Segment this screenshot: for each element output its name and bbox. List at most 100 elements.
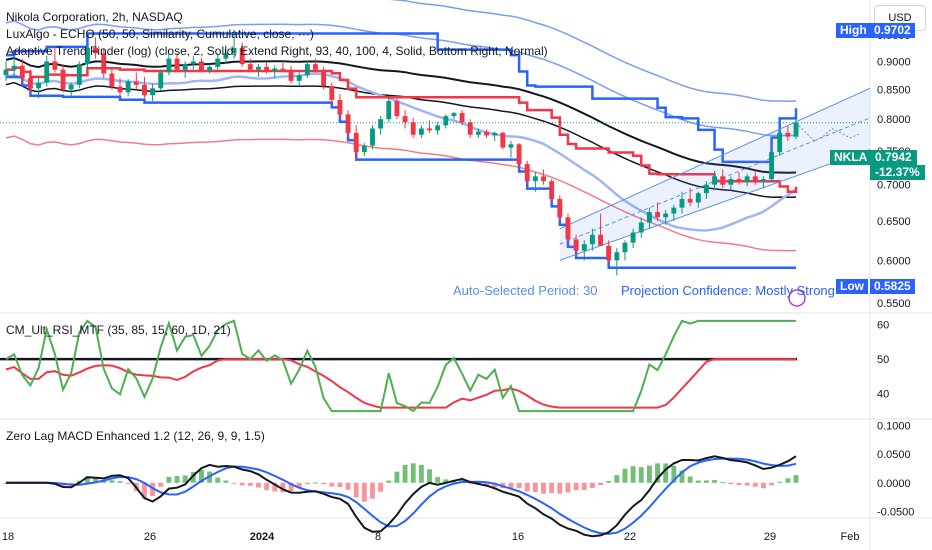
macd-histogram-bar	[402, 464, 408, 483]
macd-histogram-bar	[663, 463, 669, 483]
time-tick-label: Feb	[841, 531, 860, 543]
macd-histogram-bar	[370, 482, 375, 499]
macd-histogram-bar	[337, 482, 343, 488]
candle-body	[19, 65, 25, 79]
macd-histogram-bar	[606, 481, 612, 483]
candle-body	[313, 64, 318, 70]
candle-body	[11, 65, 17, 70]
macd-histogram-bar	[435, 477, 441, 483]
candle-body	[557, 198, 563, 218]
candle-body	[760, 179, 766, 182]
macd-histogram-bar	[142, 482, 147, 498]
candle-body	[223, 53, 229, 59]
macd-histogram-bar	[125, 482, 131, 484]
macd-histogram-bar	[182, 475, 188, 483]
macd-histogram-bar	[720, 482, 726, 484]
macd-histogram-bar	[231, 482, 237, 484]
currency-button[interactable]: USD	[874, 5, 926, 31]
candle-body	[573, 239, 579, 251]
macd-histogram-bar	[728, 482, 734, 485]
candle-body	[329, 85, 335, 100]
candle-body	[475, 131, 481, 135]
candle-body	[728, 179, 734, 185]
macd-histogram-bar	[785, 478, 791, 483]
projection-icon	[788, 289, 806, 307]
candle-body	[386, 101, 392, 120]
candle-body	[598, 234, 603, 246]
macd-histogram-bar	[418, 465, 424, 483]
macd-histogram-bar	[793, 475, 799, 483]
macd-histogram-bar	[190, 471, 196, 483]
symbol-tag: NKLA	[830, 150, 872, 165]
time-tick-label: 22	[624, 531, 636, 543]
candle-body	[695, 193, 701, 203]
candle-body	[655, 212, 660, 218]
macd-histogram-bar	[549, 482, 555, 494]
macd-histogram-bar	[239, 482, 245, 486]
macd-histogram-bar	[353, 482, 359, 498]
macd-histogram-bar	[777, 481, 783, 483]
macd-histogram-bar	[752, 482, 758, 487]
candle-body	[101, 53, 107, 74]
price-tick-label: 0.8000	[877, 114, 911, 126]
candle-body	[199, 61, 204, 71]
candle-body	[150, 88, 156, 96]
rsi-signal-line	[5, 358, 796, 409]
macd-histogram-bar	[492, 482, 498, 488]
legend-echo: LuxAlgo - ECHO (50, 50, Similarity, Cumu…	[6, 27, 314, 41]
candle-body	[60, 69, 66, 90]
macd-histogram-bar	[541, 482, 546, 494]
candle-body	[296, 75, 302, 81]
legend-macd: Zero Lag MACD Enhanced 1.2 (12, 26, 9, 9…	[6, 429, 265, 443]
candle-body	[467, 122, 473, 135]
legend-atf: Adaptive Trend Finder (log) (close, 2, S…	[6, 44, 548, 58]
step-line-upper-blue	[6, 32, 798, 164]
macd-histogram-bar	[598, 482, 603, 486]
candle-body	[304, 64, 310, 76]
candle-body	[541, 176, 546, 182]
macd-tick-label: 0.0000	[877, 478, 911, 490]
time-tick-label: 2024	[250, 531, 275, 543]
candle-body	[777, 132, 783, 153]
candle-body	[769, 152, 775, 180]
candle-body	[736, 179, 742, 182]
macd-histogram-bar	[321, 482, 327, 485]
macd-histogram-bar	[581, 482, 587, 490]
macd-histogram-bar	[524, 482, 530, 492]
price-tick-label: 0.6000	[877, 255, 911, 267]
time-tick-label: 26	[144, 531, 156, 543]
last-price-tag: 0.7942	[870, 150, 917, 165]
candle-body	[435, 125, 441, 131]
time-tick-label: 29	[764, 531, 776, 543]
candle-body	[606, 245, 612, 261]
macd-histogram-bar	[769, 482, 775, 486]
macd-histogram-bar	[760, 482, 766, 489]
candle-body	[370, 128, 375, 146]
macd-histogram-bar	[109, 480, 115, 483]
macd-histogram-bar	[174, 475, 180, 483]
candle-body	[638, 222, 644, 233]
price-tick-label: 0.5500	[877, 298, 911, 310]
macd-histogram-bar	[687, 476, 693, 483]
candle-body	[410, 122, 416, 135]
rsi-line	[5, 319, 796, 413]
candle-body	[215, 58, 221, 67]
candle-body	[52, 61, 58, 70]
price-tick-label: 0.7000	[877, 180, 911, 192]
candle-body	[337, 99, 343, 115]
macd-tick-label: 0.0500	[877, 449, 911, 461]
macd-histogram-bar	[101, 480, 107, 483]
macd-histogram-bar	[117, 481, 123, 483]
macd-histogram-bar	[589, 482, 595, 488]
candle-body	[752, 176, 758, 182]
projection-label: Projection Confidence: Mostly Strong	[621, 283, 835, 298]
macd-histogram-bar	[630, 466, 636, 483]
macd-histogram-bar	[386, 480, 392, 483]
candle-body	[622, 242, 628, 253]
candle-body	[280, 68, 286, 70]
candle-body	[565, 217, 571, 240]
macd-histogram-bar	[247, 482, 253, 486]
legend-symbol: Nikola Corporation, 2h, NASDAQ	[6, 10, 183, 24]
